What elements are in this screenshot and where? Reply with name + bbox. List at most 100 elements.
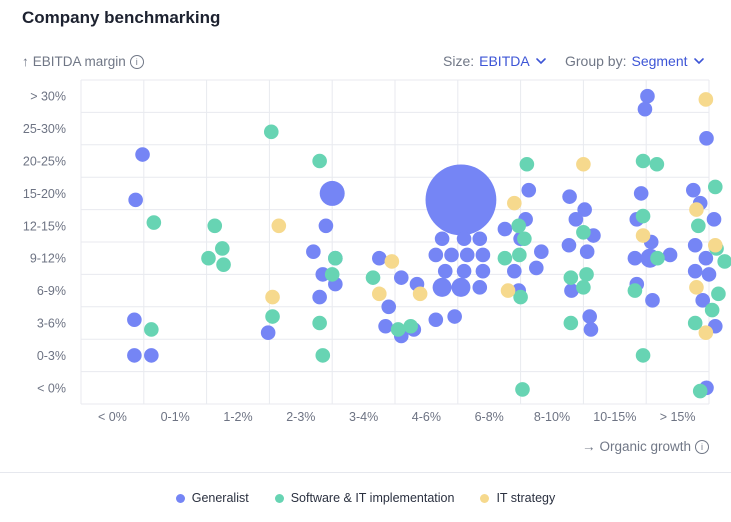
data-point — [472, 280, 488, 295]
legend-dot — [274, 493, 284, 503]
x-tick-label: 0-1% — [161, 410, 190, 424]
data-point — [372, 250, 387, 266]
x-axis-label: → Organic growth i — [582, 439, 709, 454]
data-point — [561, 237, 577, 253]
legend-item-generalist[interactable]: Generalist — [175, 491, 249, 505]
data-point — [306, 244, 321, 260]
data-point — [512, 247, 527, 263]
data-point — [447, 309, 462, 324]
data-point — [635, 348, 651, 363]
data-point — [216, 257, 231, 272]
data-point — [649, 156, 665, 172]
data-point — [144, 348, 159, 363]
data-point — [324, 267, 340, 282]
divider — [0, 472, 731, 473]
data-point — [563, 270, 579, 285]
y-tick-label: 0-3% — [37, 349, 66, 363]
x-tick-label: 4-6% — [412, 410, 441, 424]
data-point — [428, 247, 444, 263]
y-tick-label: < 0% — [37, 381, 66, 395]
data-point — [425, 164, 497, 236]
info-icon[interactable]: i — [129, 54, 144, 69]
group-by-dropdown[interactable]: Group by: Segment — [565, 53, 705, 69]
data-point — [456, 231, 472, 247]
y-tick-label: 20-25% — [23, 155, 66, 169]
data-point — [146, 215, 162, 230]
data-point — [706, 212, 722, 227]
data-point — [459, 247, 475, 263]
legend: Generalist Software & IT implementation … — [0, 491, 731, 505]
data-point — [698, 325, 714, 341]
data-point — [633, 186, 649, 201]
data-point — [635, 153, 651, 169]
chevron-down-icon — [535, 58, 546, 65]
x-axis-label-text: Organic growth — [599, 439, 691, 454]
data-point — [662, 247, 678, 263]
data-point — [432, 277, 452, 297]
legend-item-software-it-implementation[interactable]: Software & IT implementation — [274, 491, 454, 505]
data-point — [717, 254, 731, 269]
size-dropdown-value: EBITDA — [479, 53, 530, 69]
data-point — [144, 322, 159, 337]
data-point — [513, 289, 528, 305]
data-point — [687, 263, 703, 279]
x-tick-label: 8-10% — [534, 410, 570, 424]
data-point — [265, 289, 280, 305]
data-point — [128, 192, 143, 208]
data-point — [135, 147, 150, 162]
data-point — [500, 283, 516, 298]
data-point — [497, 221, 513, 237]
data-point — [635, 208, 651, 224]
data-point — [390, 322, 406, 337]
data-point — [271, 218, 287, 234]
data-point — [521, 182, 537, 198]
data-point — [582, 309, 597, 324]
data-point — [640, 88, 655, 104]
data-point — [497, 250, 513, 266]
data-point — [704, 302, 720, 318]
data-point — [568, 212, 584, 227]
data-point — [207, 218, 223, 234]
data-point — [583, 322, 599, 337]
y-tick-label: 3-6% — [37, 317, 66, 331]
data-point — [627, 250, 643, 266]
data-point — [563, 315, 579, 331]
data-point — [475, 263, 491, 279]
legend-dot — [175, 493, 185, 503]
x-tick-label: 1-2% — [223, 410, 252, 424]
data-point — [711, 286, 726, 302]
data-point — [576, 156, 591, 172]
data-point — [637, 101, 653, 117]
data-point — [372, 286, 387, 302]
legend-item-it-strategy[interactable]: IT strategy — [480, 491, 555, 505]
data-point — [687, 315, 703, 331]
legend-label: IT strategy — [496, 491, 556, 505]
x-tick-label: 6-8% — [475, 410, 504, 424]
data-point — [698, 250, 714, 266]
data-point — [384, 254, 400, 269]
info-icon[interactable]: i — [695, 439, 709, 454]
y-tick-label: 25-30% — [23, 122, 66, 136]
data-point — [127, 312, 142, 328]
data-point — [687, 237, 703, 253]
x-tick-label: > 15% — [660, 410, 696, 424]
data-point — [511, 218, 527, 234]
data-point — [515, 382, 530, 397]
x-tick-label: < 0% — [98, 410, 127, 424]
data-point — [260, 325, 276, 341]
data-point — [507, 195, 522, 211]
data-point — [475, 247, 491, 263]
data-point — [312, 315, 327, 331]
data-point — [328, 250, 343, 266]
legend-dot — [480, 493, 490, 503]
data-point — [577, 202, 592, 217]
y-tick-label: > 30% — [30, 90, 66, 104]
size-dropdown[interactable]: Size: EBITDA — [443, 53, 547, 69]
data-point — [576, 224, 591, 240]
data-point — [215, 241, 230, 256]
data-point — [699, 131, 714, 146]
data-point — [507, 263, 522, 279]
arrow-up-icon: ↑ — [22, 54, 29, 69]
data-point — [691, 218, 706, 234]
chevron-down-icon — [693, 58, 704, 65]
